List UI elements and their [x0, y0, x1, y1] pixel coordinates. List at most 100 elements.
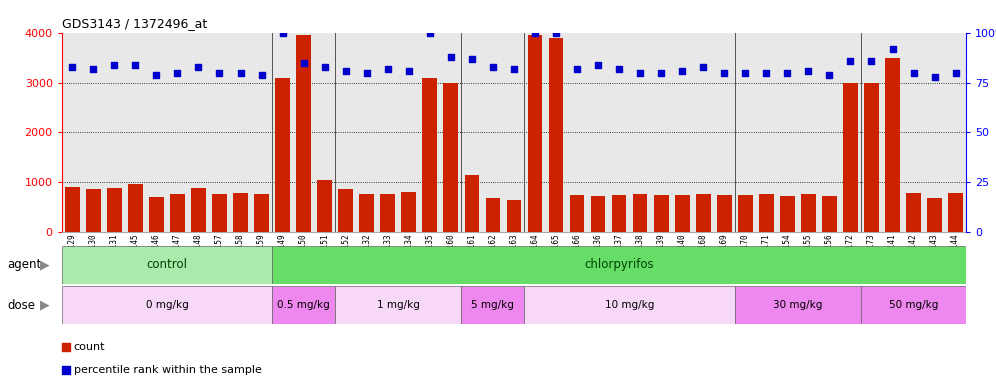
- Bar: [170, 194, 185, 232]
- Bar: [843, 83, 858, 232]
- Bar: [927, 199, 942, 232]
- Bar: [272, 246, 966, 284]
- Bar: [717, 195, 732, 232]
- Point: [359, 70, 374, 76]
- Bar: [738, 195, 753, 232]
- Bar: [528, 35, 543, 232]
- Bar: [254, 194, 269, 232]
- Bar: [675, 195, 689, 232]
- Point: [379, 66, 395, 72]
- Point: [884, 46, 900, 52]
- Bar: [212, 194, 227, 232]
- Bar: [735, 286, 861, 324]
- Bar: [801, 194, 816, 232]
- Point: [86, 66, 102, 72]
- Text: GDS3143 / 1372496_at: GDS3143 / 1372496_at: [62, 17, 207, 30]
- Point: [590, 61, 606, 68]
- Text: count: count: [74, 342, 106, 352]
- Text: 0.5 mg/kg: 0.5 mg/kg: [277, 300, 330, 310]
- Bar: [507, 200, 521, 232]
- Point: [612, 66, 627, 72]
- Bar: [360, 194, 374, 232]
- Bar: [906, 194, 921, 232]
- Text: 10 mg/kg: 10 mg/kg: [605, 300, 654, 310]
- Point: [527, 30, 543, 36]
- Bar: [861, 286, 966, 324]
- Text: ▶: ▶: [40, 258, 50, 271]
- Text: control: control: [146, 258, 187, 271]
- Point: [674, 68, 690, 74]
- Point: [780, 70, 796, 76]
- Bar: [62, 246, 272, 284]
- Point: [485, 63, 501, 70]
- Text: 30 mg/kg: 30 mg/kg: [773, 300, 823, 310]
- Point: [548, 30, 564, 36]
- Bar: [464, 175, 479, 232]
- Point: [506, 66, 522, 72]
- Point: [947, 70, 963, 76]
- Point: [464, 56, 480, 62]
- Text: ▶: ▶: [40, 299, 50, 312]
- Bar: [632, 194, 647, 232]
- Text: chlorpyrifos: chlorpyrifos: [585, 258, 654, 271]
- Point: [317, 63, 333, 70]
- Bar: [948, 194, 963, 232]
- Bar: [149, 197, 163, 232]
- Point: [822, 71, 838, 78]
- Bar: [591, 196, 606, 232]
- Point: [843, 58, 859, 64]
- Point: [148, 71, 164, 78]
- Text: agent: agent: [7, 258, 41, 271]
- Bar: [570, 195, 585, 232]
- Bar: [65, 187, 80, 232]
- Point: [400, 68, 416, 74]
- Point: [443, 53, 459, 60]
- Text: 5 mg/kg: 5 mg/kg: [471, 300, 514, 310]
- Bar: [318, 180, 332, 232]
- Point: [275, 30, 291, 36]
- Bar: [612, 195, 626, 232]
- Point: [926, 73, 942, 79]
- Point: [737, 70, 753, 76]
- Point: [254, 71, 270, 78]
- Point: [864, 58, 879, 64]
- Bar: [62, 286, 272, 324]
- Bar: [865, 83, 878, 232]
- Bar: [422, 78, 437, 232]
- Bar: [822, 196, 837, 232]
- Bar: [336, 286, 461, 324]
- Point: [211, 70, 227, 76]
- Point: [169, 70, 185, 76]
- Bar: [653, 195, 668, 232]
- Point: [58, 367, 74, 373]
- Point: [422, 30, 438, 36]
- Point: [296, 60, 312, 66]
- Bar: [443, 83, 458, 232]
- Bar: [272, 286, 336, 324]
- Point: [338, 68, 354, 74]
- Point: [107, 61, 123, 68]
- Point: [569, 66, 585, 72]
- Point: [632, 70, 648, 76]
- Bar: [780, 196, 795, 232]
- Bar: [296, 35, 311, 232]
- Point: [801, 68, 817, 74]
- Bar: [885, 58, 899, 232]
- Text: dose: dose: [7, 299, 35, 312]
- Point: [695, 63, 711, 70]
- Bar: [401, 192, 416, 232]
- Point: [65, 63, 81, 70]
- Point: [653, 70, 669, 76]
- Text: 50 mg/kg: 50 mg/kg: [888, 300, 938, 310]
- Point: [758, 70, 774, 76]
- Point: [190, 63, 206, 70]
- Point: [905, 70, 921, 76]
- Text: percentile rank within the sample: percentile rank within the sample: [74, 365, 262, 375]
- Point: [127, 61, 143, 68]
- Point: [58, 344, 74, 350]
- Bar: [380, 194, 395, 232]
- Bar: [107, 189, 122, 232]
- Bar: [696, 194, 710, 232]
- Text: 1 mg/kg: 1 mg/kg: [376, 300, 419, 310]
- Point: [232, 70, 248, 76]
